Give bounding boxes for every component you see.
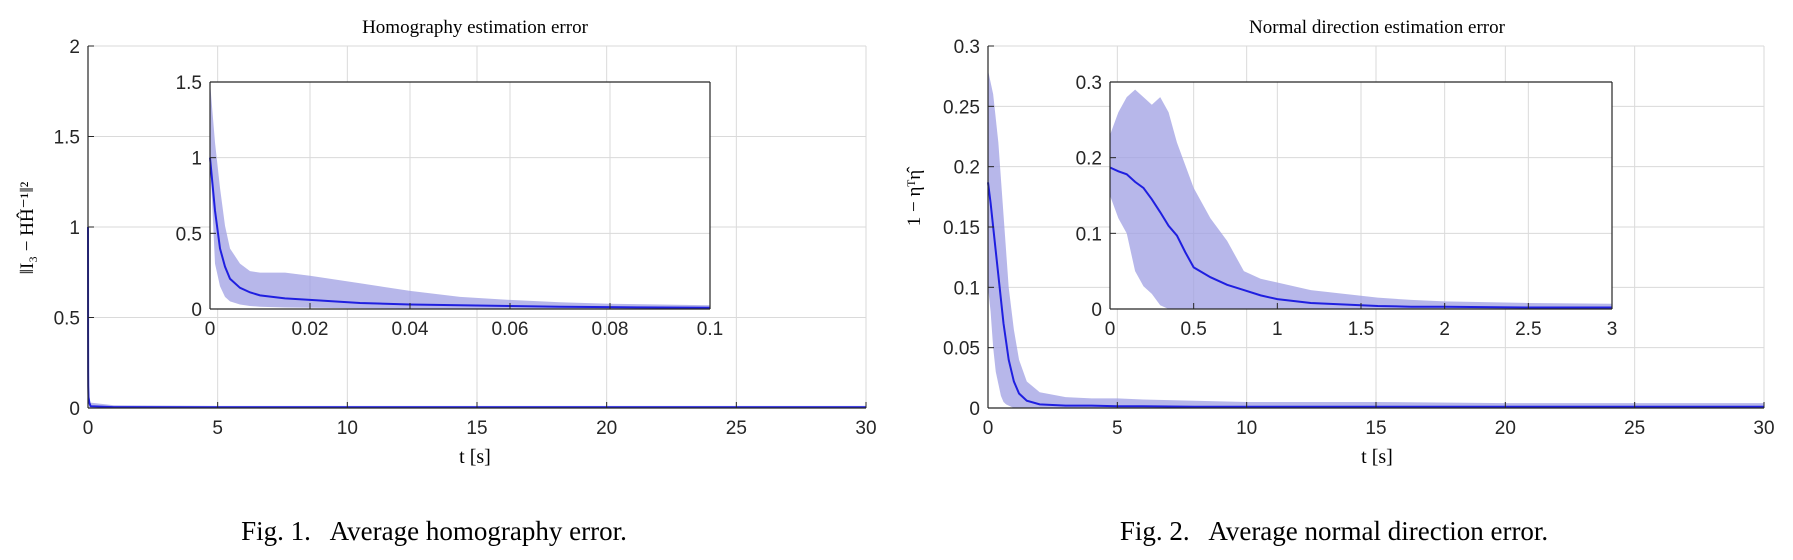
x-tick-label: 0.1 — [697, 319, 723, 340]
y-tick-label: 0.1 — [954, 278, 980, 299]
x-tick-label: 2.5 — [1515, 319, 1541, 340]
x-tick-label: 1 — [1272, 319, 1283, 340]
y-tick-label: 0.3 — [954, 37, 980, 58]
y-tick-label: 0 — [969, 399, 980, 420]
x-tick-label: 10 — [337, 418, 358, 439]
y-tick-label: 0.2 — [954, 158, 980, 179]
x-tick-label: 25 — [726, 418, 747, 439]
y-tick-label: 0.3 — [1076, 73, 1102, 94]
x-tick-label: 20 — [1495, 418, 1516, 439]
series-line — [987, 182, 1764, 408]
x-tick-label: 15 — [466, 418, 487, 439]
y-tick-label: 0.5 — [54, 309, 80, 330]
x-tick-label: 0 — [205, 319, 216, 340]
confidence-band — [1110, 89, 1612, 309]
plot-background — [210, 82, 710, 309]
series-line — [1109, 166, 1612, 309]
x-axis-label: t [s] — [1361, 446, 1393, 468]
x-tick-label: 5 — [212, 418, 223, 439]
y-tick-label: 0.25 — [943, 97, 980, 118]
x-tick-label: 0 — [983, 418, 994, 439]
y-tick-label: 0 — [69, 399, 80, 420]
y-tick-label: 0.5 — [176, 224, 202, 245]
x-tick-label: 0.04 — [392, 319, 429, 340]
normal-direction-error-chart: Normal direction estimation error 0 5 10 15… — [904, 17, 1775, 546]
y-tick-label: 0.2 — [1076, 149, 1102, 170]
series-line — [209, 157, 711, 309]
x-tick-label: 0 — [83, 418, 94, 439]
y-axis-label: ‖I₃ − HĤ⁻¹‖² — [16, 181, 38, 274]
y-tick-label: 0 — [191, 300, 202, 321]
figure-caption: Fig. 1. Average homography error. — [241, 516, 627, 546]
x-tick-label: 0.02 — [292, 319, 329, 340]
y-tick-label: 0.15 — [943, 218, 980, 239]
inset-plot: 0 0.02 0.04 0.06 0.08 0.1 0 0.5 1 1.5 — [176, 73, 724, 340]
inset-plot: 0 0.5 1 1.5 2 2.5 3 0 0.1 0.2 0.3 — [1076, 73, 1618, 340]
x-tick-label: 2 — [1439, 319, 1450, 340]
confidence-band — [210, 82, 710, 309]
y-tick-label: 1 — [69, 218, 80, 239]
x-tick-label: 15 — [1365, 418, 1386, 439]
x-tick-label: 5 — [1112, 418, 1123, 439]
x-tick-label: 0.08 — [592, 319, 629, 340]
x-tick-label: 25 — [1624, 418, 1645, 439]
chart-title: Normal direction estimation error — [1249, 17, 1506, 38]
y-tick-label: 1 — [191, 149, 202, 170]
x-tick-label: 1.5 — [1348, 319, 1374, 340]
x-tick-label: 3 — [1607, 319, 1618, 340]
x-tick-label: 10 — [1236, 418, 1257, 439]
x-tick-label: 0 — [1105, 319, 1116, 340]
y-tick-label: 1.5 — [176, 73, 202, 94]
homography-error-chart: Homography estimation error 0 5 10 15 20 25 30… — [16, 17, 877, 546]
x-tick-label: 0.5 — [1180, 319, 1206, 340]
x-tick-label: 30 — [855, 418, 876, 439]
x-tick-label: 30 — [1753, 418, 1774, 439]
y-tick-label: 0.1 — [1076, 224, 1102, 245]
figure-caption: Fig. 2. Average normal direction error. — [1120, 516, 1548, 546]
chart-title: Homography estimation error — [362, 17, 589, 38]
y-axis-label: 1 − ηᵀη̂ — [904, 167, 925, 226]
x-axis-label: t [s] — [459, 446, 491, 468]
y-tick-label: 2 — [69, 37, 80, 58]
x-tick-label: 0.06 — [492, 319, 529, 340]
y-tick-label: 0 — [1091, 300, 1102, 321]
y-tick-label: 1.5 — [54, 128, 80, 149]
x-tick-label: 20 — [596, 418, 617, 439]
y-tick-label: 0.05 — [943, 339, 980, 360]
